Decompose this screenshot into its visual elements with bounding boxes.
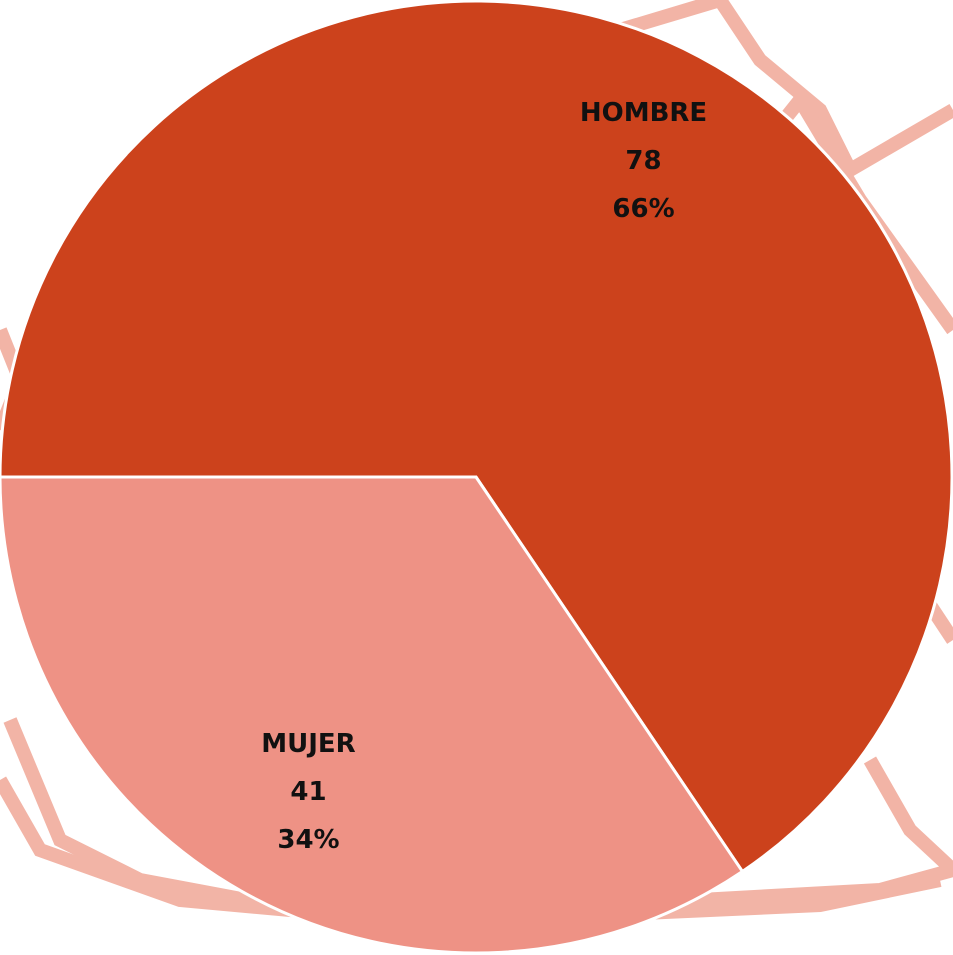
slice-value: 78 xyxy=(625,146,661,176)
chart: HOMBRE 78 66% MUJER 41 34% xyxy=(0,0,953,955)
slice-category: MUJER xyxy=(261,729,355,759)
pie xyxy=(0,1,952,953)
slice-percent: 34% xyxy=(277,825,339,855)
slice-value: 41 xyxy=(290,777,326,807)
slice-percent: 66% xyxy=(612,194,674,224)
slice-category: HOMBRE xyxy=(580,98,707,128)
page: {"chart_data": {"type": "pie", "categori… xyxy=(0,0,953,955)
